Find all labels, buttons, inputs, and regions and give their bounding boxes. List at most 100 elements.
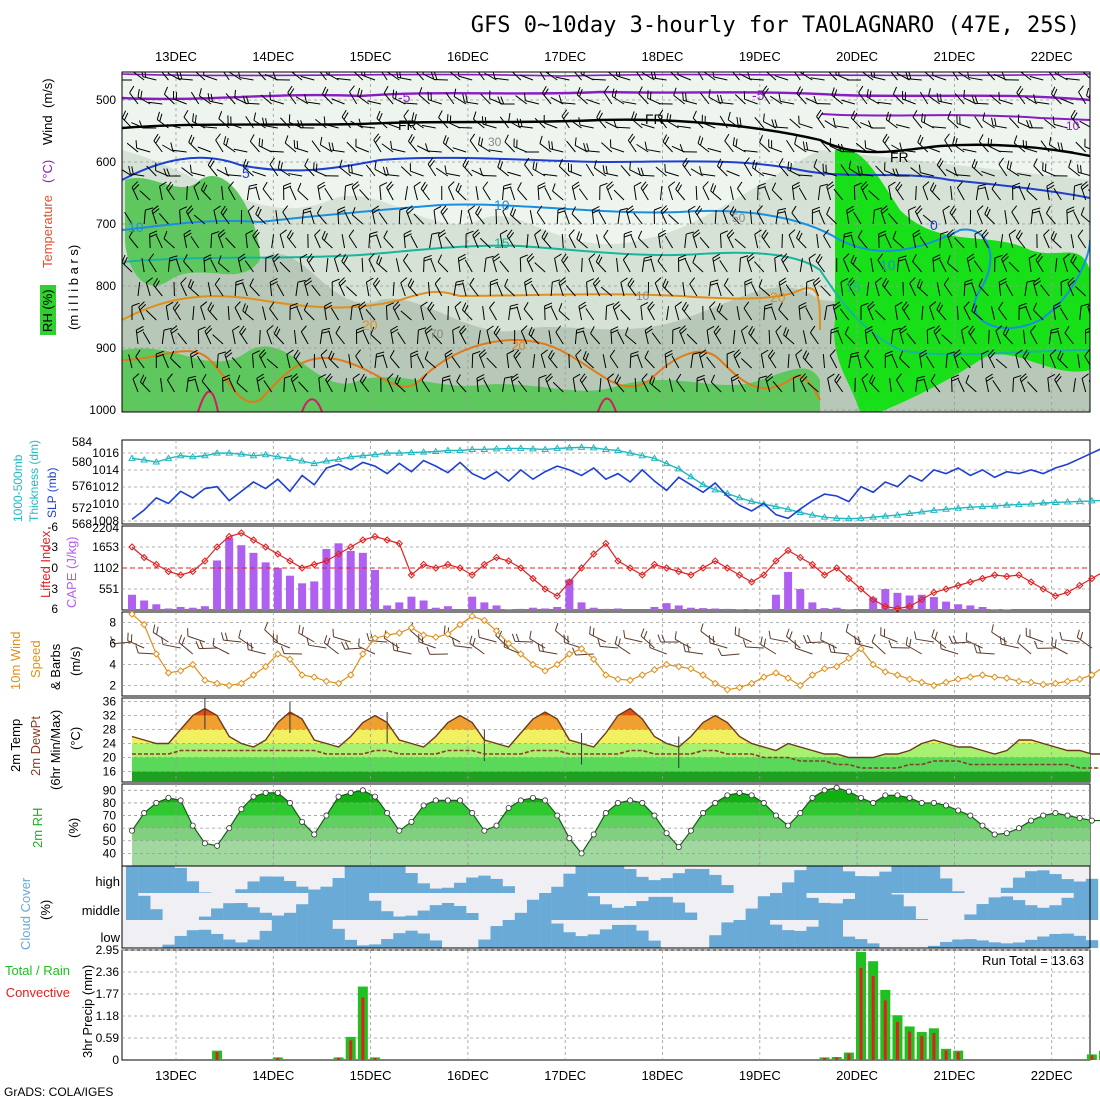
rh2m-point bbox=[967, 812, 974, 819]
thickness-point bbox=[1075, 497, 1084, 504]
thickness-point bbox=[237, 450, 246, 457]
cloud-block bbox=[429, 888, 443, 893]
lifted-index-point bbox=[930, 588, 938, 597]
wind10m-point bbox=[468, 612, 476, 620]
lifted-index-point bbox=[1075, 581, 1084, 590]
contour-10 bbox=[122, 203, 1090, 329]
cloud-block bbox=[283, 920, 297, 948]
thickness-point bbox=[942, 505, 950, 512]
thickness-point bbox=[346, 452, 355, 460]
wind10m-point bbox=[820, 664, 829, 673]
cloud-block bbox=[782, 893, 795, 920]
rh2m-point bbox=[299, 818, 306, 825]
lifted-index-point bbox=[662, 564, 671, 572]
cape-bar bbox=[334, 543, 343, 610]
rh2m-point bbox=[785, 822, 792, 829]
cape-bar bbox=[614, 608, 622, 610]
axis-tick-label: 1.77 bbox=[96, 987, 120, 1001]
cloud-block bbox=[356, 945, 370, 948]
lifted-index-point bbox=[687, 571, 695, 579]
thickness-point bbox=[820, 513, 829, 520]
lifted-index-point bbox=[638, 571, 647, 579]
axis-tick-label: 80 bbox=[103, 796, 117, 810]
cloud-block bbox=[806, 897, 819, 920]
contour-neg10 bbox=[122, 73, 1090, 77]
contour-label-rh30: 30 bbox=[488, 135, 502, 149]
cloud-block bbox=[587, 866, 600, 893]
wind10m-point bbox=[529, 660, 537, 669]
cloud-block bbox=[879, 893, 892, 920]
slp-series-line bbox=[131, 448, 1100, 520]
axis-tick-label: 1000 bbox=[89, 403, 116, 417]
temp2m-ylabel-3: (6hr Min/Max) bbox=[48, 710, 63, 790]
contour-label-rh50: 50 bbox=[732, 211, 746, 225]
cloud-block bbox=[745, 920, 758, 948]
upper-ylabel: RH (%) Temperature (°C) Wind (m/s) (m i … bbox=[40, 78, 81, 335]
cloud-block bbox=[405, 915, 418, 920]
cloud-level-low: low bbox=[100, 930, 120, 945]
thickness-point bbox=[589, 443, 598, 451]
wind10m-point bbox=[893, 671, 902, 679]
wind10m-point bbox=[432, 633, 440, 641]
wind10m-ylabel: 10m Wind bbox=[8, 631, 23, 690]
date-label-top: 15DEC bbox=[350, 49, 392, 64]
cloud-block bbox=[259, 930, 272, 948]
cloud-block bbox=[1037, 870, 1050, 893]
cloud-block bbox=[405, 930, 418, 948]
rh2m-point bbox=[870, 799, 877, 806]
wind10m-point bbox=[456, 620, 464, 629]
wind10m-point bbox=[881, 668, 890, 676]
wind10m-point bbox=[346, 671, 355, 679]
rh2m-point bbox=[1028, 817, 1035, 824]
cape-ylabel: CAPE (J/kg) bbox=[64, 536, 79, 608]
cloud-block bbox=[381, 939, 394, 948]
rh2m-point bbox=[529, 794, 536, 801]
rh2m-point bbox=[943, 802, 950, 809]
cloud-block bbox=[296, 920, 309, 948]
contour-label-10-left: 10 bbox=[128, 219, 144, 235]
cloud-block bbox=[769, 924, 783, 948]
wind10m-point bbox=[905, 675, 914, 683]
wind10m-point bbox=[1051, 679, 1060, 688]
wind10m-point bbox=[772, 669, 780, 677]
lifted-index-point bbox=[444, 560, 452, 569]
rh2m-point bbox=[153, 799, 160, 806]
cloud-block bbox=[745, 908, 758, 920]
thickness-point bbox=[881, 512, 890, 519]
axis-tick-label: 1016 bbox=[92, 446, 119, 460]
contour-label-5: 5 bbox=[242, 165, 250, 181]
cloud-block bbox=[1061, 897, 1074, 920]
thickness-point bbox=[152, 458, 161, 465]
wind10m-point bbox=[1015, 677, 1023, 686]
lifted-index-point bbox=[310, 560, 318, 569]
axis-tick-label: 2.95 bbox=[96, 943, 120, 957]
cloud-block bbox=[1025, 905, 1038, 920]
thickness-point bbox=[796, 508, 805, 515]
wind10m-point bbox=[565, 650, 574, 658]
cloud-block bbox=[855, 939, 868, 948]
thickness-point bbox=[541, 445, 549, 452]
temp2m-gridlines bbox=[122, 698, 1090, 782]
thickness-point bbox=[140, 455, 149, 463]
cloud-block bbox=[332, 878, 345, 893]
cloud-block bbox=[162, 866, 175, 893]
thickness-point bbox=[273, 452, 282, 460]
cloud-block bbox=[940, 941, 953, 948]
lifted-index-point bbox=[407, 571, 416, 579]
wind10m-point bbox=[942, 678, 950, 687]
cloud-block bbox=[393, 916, 406, 920]
cloud-block bbox=[1049, 874, 1062, 893]
lifted-index-point bbox=[589, 550, 598, 558]
cloud-block bbox=[563, 932, 576, 948]
cape-bar bbox=[176, 606, 185, 610]
rh2m-markers bbox=[128, 784, 1095, 857]
thickness-point bbox=[626, 449, 635, 456]
cloud-block bbox=[587, 896, 600, 920]
wind10m-point bbox=[918, 678, 926, 687]
contour-label-15-right: 15 bbox=[845, 279, 861, 295]
contour-label-neg10: -10 bbox=[1062, 119, 1080, 133]
cape-bar bbox=[565, 579, 574, 610]
wind10m-point bbox=[237, 679, 246, 688]
cloud-block bbox=[721, 885, 734, 893]
wind10m-point bbox=[504, 639, 513, 648]
